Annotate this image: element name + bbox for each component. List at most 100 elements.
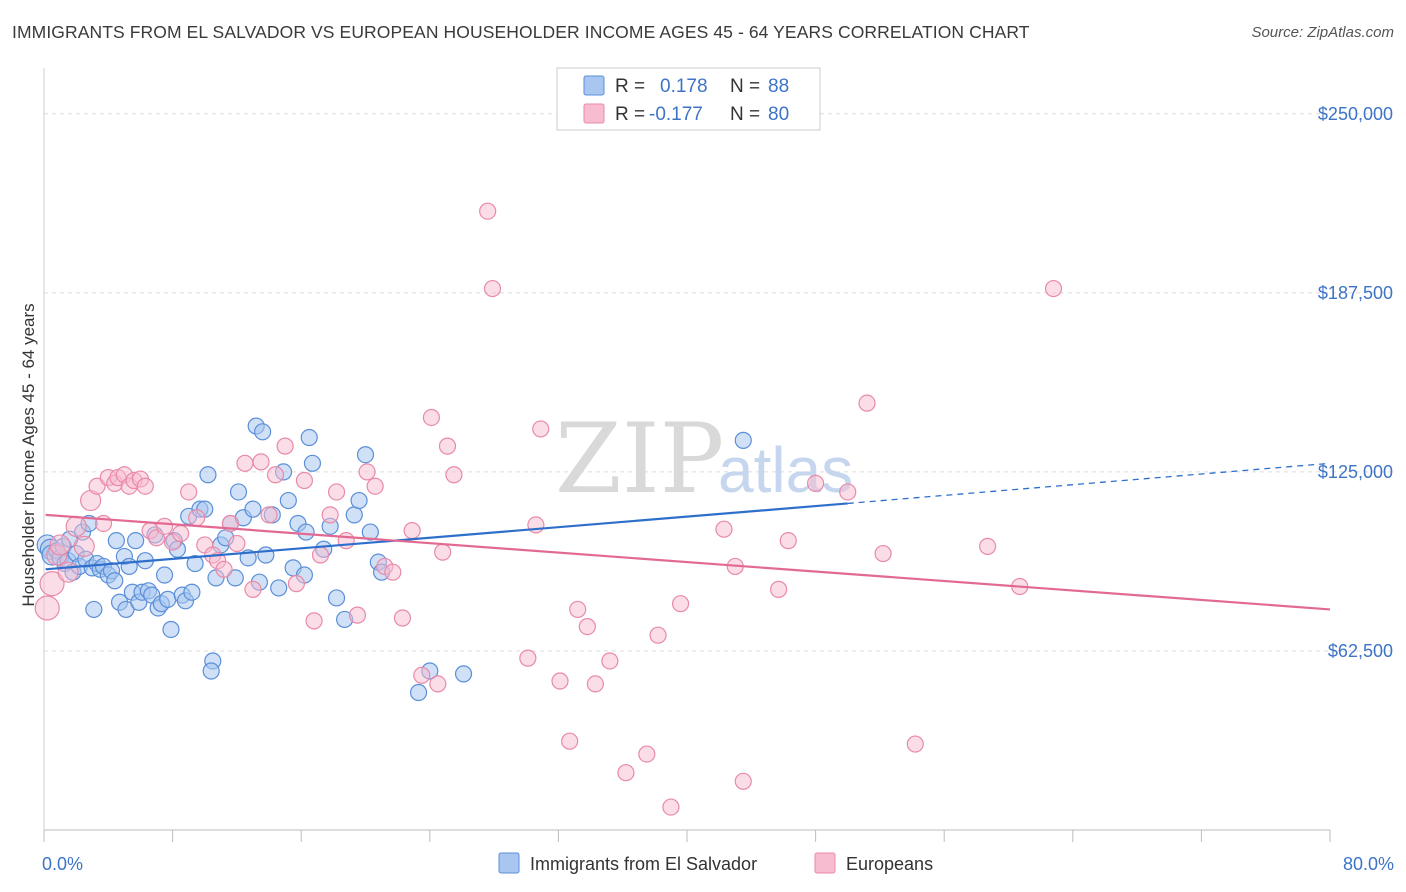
point-europeans xyxy=(393,609,412,627)
point-el-salvador xyxy=(327,589,346,607)
point-europeans xyxy=(39,571,65,597)
point-europeans xyxy=(561,732,579,750)
y-tick-label: $187,500 xyxy=(1318,283,1393,303)
point-el-salvador xyxy=(155,566,174,584)
point-europeans xyxy=(73,535,95,557)
point-europeans xyxy=(519,649,537,667)
point-el-salvador xyxy=(199,466,217,484)
point-europeans xyxy=(601,652,619,670)
trend-line-el-salvador-extension xyxy=(847,462,1331,505)
point-europeans xyxy=(180,483,198,501)
point-el-salvador xyxy=(734,431,752,449)
point-el-salvador xyxy=(303,454,322,472)
point-europeans xyxy=(551,672,569,690)
point-el-salvador xyxy=(127,532,145,550)
point-europeans xyxy=(422,408,441,427)
legend-swatch-pink xyxy=(583,103,605,124)
point-europeans xyxy=(839,483,857,501)
point-el-salvador xyxy=(183,583,201,601)
x-tick-labels: 0.0% 80.0% xyxy=(42,854,1394,874)
y-tick-label: $62,500 xyxy=(1328,641,1393,661)
x-tick-label-max: 80.0% xyxy=(1343,854,1394,874)
point-europeans xyxy=(806,474,825,492)
y-axis-label: Householder Income Ages 45 - 64 years xyxy=(19,303,38,606)
point-europeans xyxy=(445,466,463,484)
point-europeans xyxy=(532,420,550,438)
point-europeans xyxy=(434,543,452,561)
point-europeans xyxy=(236,454,254,472)
point-europeans xyxy=(311,546,330,564)
legend-swatch-blue xyxy=(583,75,605,96)
point-europeans xyxy=(569,600,587,619)
point-europeans xyxy=(49,534,71,556)
point-europeans xyxy=(649,626,667,644)
bottom-legend-label-el-salvador: Immigrants from El Salvador xyxy=(530,854,757,874)
point-el-salvador xyxy=(162,620,180,639)
watermark-zip: ZIP xyxy=(555,403,724,515)
point-europeans xyxy=(662,798,680,816)
bottom-legend-swatch-pink xyxy=(814,852,836,874)
point-el-salvador xyxy=(350,491,368,510)
point-europeans xyxy=(188,509,206,527)
point-el-salvador xyxy=(361,523,379,541)
point-el-salvador xyxy=(85,600,103,619)
legend-box: R = 0.178 N = 88 R = -0.177 N = 80 xyxy=(556,67,821,131)
point-el-salvador xyxy=(120,557,138,576)
y-tick-label: $250,000 xyxy=(1318,104,1393,124)
point-el-salvador xyxy=(300,428,318,447)
bottom-legend-swatch-blue xyxy=(498,852,520,874)
point-europeans xyxy=(858,394,876,412)
point-europeans xyxy=(172,524,190,543)
point-el-salvador xyxy=(186,554,204,573)
point-europeans xyxy=(403,522,421,540)
point-europeans xyxy=(384,563,402,581)
point-europeans xyxy=(215,560,233,578)
legend-n-value-1: 88 xyxy=(768,76,789,97)
point-europeans xyxy=(327,483,346,501)
point-europeans xyxy=(979,537,997,555)
grid-lines xyxy=(44,113,1394,652)
point-el-salvador xyxy=(254,423,272,441)
legend-r-value-1: 0.178 xyxy=(660,76,708,97)
axes xyxy=(43,68,1331,842)
point-europeans xyxy=(438,437,457,455)
point-europeans xyxy=(136,477,154,495)
point-europeans xyxy=(366,477,384,495)
point-el-salvador xyxy=(244,500,262,518)
point-el-salvador xyxy=(409,683,428,702)
legend-r-value-2: -0.177 xyxy=(649,104,703,125)
point-europeans xyxy=(578,618,596,636)
point-el-salvador xyxy=(107,532,125,550)
point-europeans xyxy=(779,532,797,550)
point-el-salvador xyxy=(356,446,375,464)
point-europeans xyxy=(348,606,367,624)
point-europeans xyxy=(874,544,892,563)
point-europeans xyxy=(586,675,604,693)
point-europeans xyxy=(321,506,339,524)
bottom-legend-label-europeans: Europeans xyxy=(846,854,933,874)
legend-n-value-2: 80 xyxy=(768,104,789,125)
trend-line-el-salvador xyxy=(45,502,848,571)
trend-lines xyxy=(45,462,1331,611)
point-europeans xyxy=(34,595,60,621)
point-europeans xyxy=(906,735,924,753)
legend-n-label-2: N = xyxy=(730,104,760,125)
y-tick-labels: $62,500 $125,000 $187,500 $250,000 xyxy=(1318,104,1393,661)
point-europeans xyxy=(244,580,262,598)
point-europeans xyxy=(305,612,323,630)
point-europeans xyxy=(715,520,733,538)
point-el-salvador xyxy=(202,662,220,680)
point-europeans xyxy=(638,745,656,763)
point-europeans xyxy=(287,575,305,593)
point-europeans xyxy=(479,202,497,220)
legend-r-label-1: R = xyxy=(615,76,645,97)
point-el-salvador xyxy=(345,506,363,524)
x-tick-label-min: 0.0% xyxy=(42,854,83,874)
point-el-salvador xyxy=(257,546,275,564)
point-europeans xyxy=(155,517,174,535)
trend-line-europeans xyxy=(45,513,1331,611)
point-el-salvador xyxy=(159,590,177,608)
point-europeans xyxy=(734,772,752,790)
